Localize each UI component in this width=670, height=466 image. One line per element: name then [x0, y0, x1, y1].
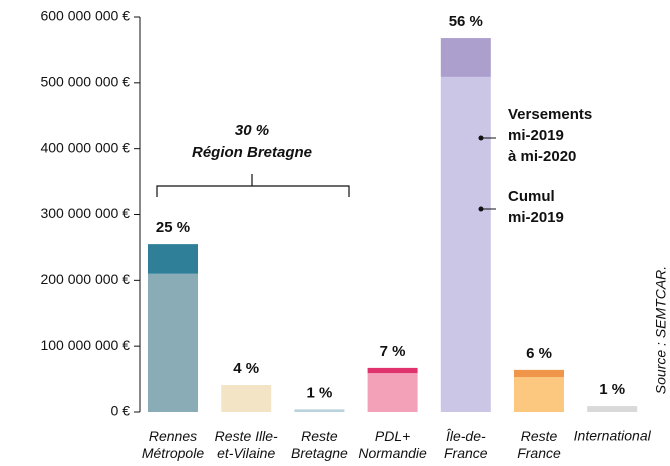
legend-label: Versements mi-2019 à mi-2020	[508, 106, 592, 165]
bar-segment	[514, 377, 564, 412]
source: Source : SEMTCAR.	[653, 266, 669, 394]
x-tick-label: Rennes Métropole	[142, 428, 204, 461]
x-tick-label: International	[574, 428, 652, 444]
legend-label: Cumul mi-2019	[508, 188, 564, 226]
bar-segment	[514, 369, 564, 378]
y-tick-label: 100 000 000 €	[40, 337, 130, 353]
x-tick-label: Reste Bretagne	[291, 428, 348, 461]
y-tick-label: 400 000 000 €	[40, 139, 130, 155]
x-tick-label: PDL+ Normandie	[358, 428, 427, 461]
bar-segment	[294, 409, 345, 412]
bar-segment	[148, 244, 198, 274]
bar-segment	[440, 76, 491, 413]
share-label: 1 %	[306, 384, 332, 401]
share-label: 25 %	[156, 219, 190, 236]
y-tick-label: 200 000 000 €	[40, 271, 130, 287]
y-tick-label: 500 000 000 €	[40, 74, 130, 90]
bracket	[156, 174, 350, 197]
y-tick-label: 600 000 000 €	[40, 8, 130, 24]
bar-segment	[440, 38, 491, 77]
bar-segment	[367, 373, 418, 412]
bar-segment	[587, 406, 638, 412]
share-label: 6 %	[526, 345, 552, 362]
share-label: 4 %	[233, 360, 259, 377]
y-tick-label: 300 000 000 €	[40, 205, 130, 221]
bar-segment	[148, 273, 198, 412]
x-tick-label: Reste Ille-et-Vilaine	[215, 428, 278, 461]
share-label: 1 %	[599, 381, 625, 398]
bar-segment	[367, 367, 418, 374]
bar-segment	[221, 385, 272, 412]
annotation: 30 % Région Bretagne	[192, 122, 312, 161]
y-tick-label: 0 €	[111, 403, 131, 419]
share-label: 7 %	[380, 343, 406, 360]
x-tick-label: Île-de-France	[444, 428, 488, 461]
share-label: 56 %	[449, 13, 483, 30]
x-tick-label: Reste France	[517, 428, 561, 461]
